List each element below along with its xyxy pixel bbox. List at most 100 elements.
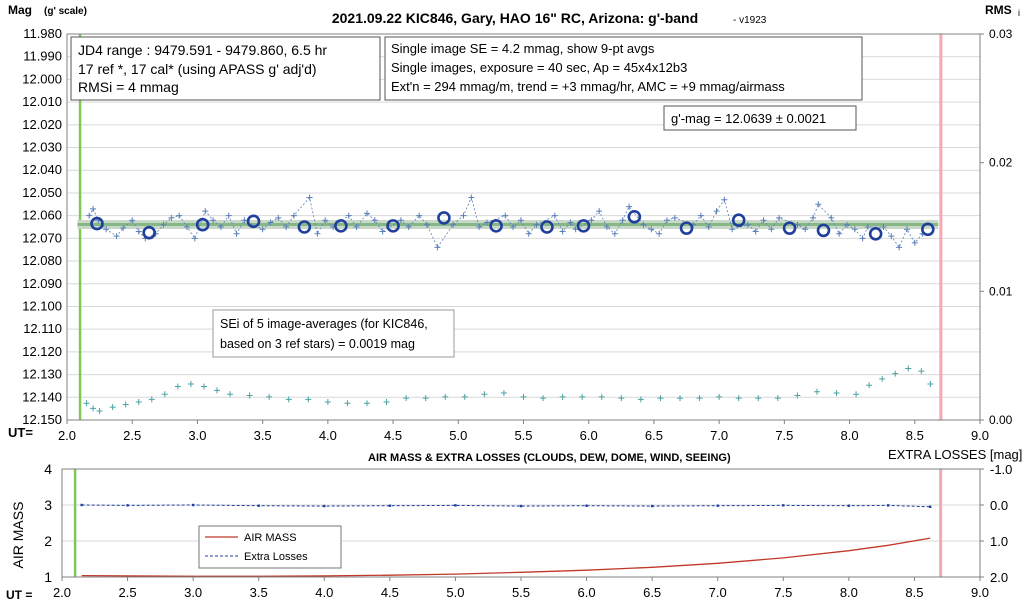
y-axis-left-sublabel: (g' scale) [44, 6, 87, 17]
info-range-line-3: RMSi = 4 mmag [78, 79, 179, 95]
rms-point [187, 380, 194, 387]
rms-point [344, 400, 351, 407]
single-image-point [626, 203, 633, 210]
single-image-point [663, 217, 670, 224]
info-range-line-1: JD4 range : 9479.591 - 9479.860, 6.5 hr [78, 42, 327, 58]
single-image-point [880, 224, 887, 230]
extra-losses-point [323, 504, 326, 508]
single-image-point [851, 226, 858, 233]
rms-point [918, 368, 925, 375]
rms-point [774, 395, 781, 402]
single-image-point [567, 219, 574, 226]
rms-point [813, 388, 820, 395]
x-tick-label: 8.0 [841, 428, 859, 443]
rms-point [246, 392, 253, 399]
single-image-point [176, 212, 183, 219]
x-tick-label: 6.5 [643, 585, 661, 600]
y-tick-label-left: 4 [44, 461, 52, 477]
single-image-point [911, 239, 918, 246]
rms-point [559, 393, 566, 400]
rms-point [403, 395, 410, 402]
x-axis-label: UT= [8, 425, 33, 440]
single-image-point [619, 217, 626, 224]
single-image-point [160, 221, 167, 228]
single-image-point [322, 217, 329, 224]
single-image-point [241, 217, 248, 224]
legend [198, 525, 342, 569]
y-tick-label-left: 12.100 [22, 298, 62, 313]
single-image-point [283, 224, 290, 230]
top-marks [77, 34, 943, 420]
rms-point [83, 400, 90, 407]
rms-point [677, 395, 684, 402]
extra-losses-point [126, 504, 129, 507]
average-point [921, 222, 935, 237]
average-point [782, 221, 797, 235]
single-image-point [416, 212, 423, 219]
rms-point [227, 391, 234, 398]
extra-losses-point [928, 505, 932, 508]
rms-point [716, 393, 723, 400]
single-image-point [468, 194, 475, 201]
rms-point [305, 396, 312, 403]
x-tick-label: 3.5 [254, 428, 272, 443]
single-image-point [640, 221, 647, 228]
airmass-chart: AIR MASS & EXTRA LOSSES (CLOUDS, DEW, DO… [6, 447, 1022, 602]
x-tick-label: 2.5 [119, 585, 137, 600]
single-image-point [896, 244, 903, 251]
y-tick-label-left: 11.990 [23, 49, 62, 64]
y-tick-label-right: 0.02 [989, 156, 1013, 170]
y-tick-label-left: 11.980 [23, 26, 62, 41]
extra-losses-point [257, 504, 260, 507]
bottom-ticks: 1 2 3 4 2.0 1.0 0.0 -1.0 2.0 2.5 3.0 3.5 4.0 4.5 5.0 5.… [44, 461, 1012, 600]
single-image-point [752, 228, 759, 235]
rms-point [794, 392, 801, 399]
rms-point [579, 393, 586, 400]
average-point [868, 227, 883, 241]
y-tick-label-left: 3 [44, 497, 52, 513]
average-point [731, 213, 746, 227]
sei-line-1: SEi of 5 image-averages (for KIC846, [220, 317, 428, 331]
y-tick-label-left: 12.020 [22, 117, 62, 132]
x-tick-label: 6.0 [580, 428, 598, 443]
extra-losses-point [650, 504, 654, 508]
single-image-point [210, 217, 217, 224]
rms-point [657, 395, 664, 402]
single-image-point [596, 208, 603, 215]
legend-label-extra-losses: Extra Losses [244, 551, 308, 563]
top-plot-frame [66, 33, 981, 421]
single-image-point [306, 194, 313, 201]
rms-point [481, 391, 488, 398]
extra-losses-point [454, 504, 457, 507]
rms-point [853, 391, 860, 398]
single-image-point [217, 224, 224, 230]
single-image-point [476, 224, 483, 230]
single-image-point [559, 228, 566, 235]
y-axis-right-label: RMS [985, 3, 1012, 17]
x-tick-label: 4.5 [381, 585, 399, 600]
single-image-point [656, 230, 663, 237]
extra-losses-point [847, 504, 851, 507]
rms-point [637, 396, 644, 403]
single-image-point [815, 201, 822, 208]
single-image-point [397, 217, 404, 224]
average-point [297, 220, 312, 234]
average-point [540, 220, 554, 234]
x-tick-label: 7.5 [775, 428, 793, 443]
single-image-point [135, 228, 142, 235]
y-tick-label-left: 12.080 [22, 253, 62, 268]
single-image-point [202, 208, 209, 215]
y-axis-left-label: Mag [8, 3, 32, 17]
single-image-point [776, 214, 783, 221]
x-tick-label: 3.0 [184, 585, 202, 600]
gmag-value: g'-mag = 12.0639 ± 0.0021 [671, 111, 826, 126]
single-image-point [697, 212, 704, 219]
average-point [437, 211, 451, 225]
x-tick-label: 3.5 [250, 585, 268, 600]
single-image-point [864, 224, 871, 230]
single-image-point [434, 244, 441, 251]
single-image-point [168, 214, 175, 221]
chart-version: - v1923 [733, 15, 767, 26]
y-tick-label-left: 12.070 [22, 230, 62, 245]
